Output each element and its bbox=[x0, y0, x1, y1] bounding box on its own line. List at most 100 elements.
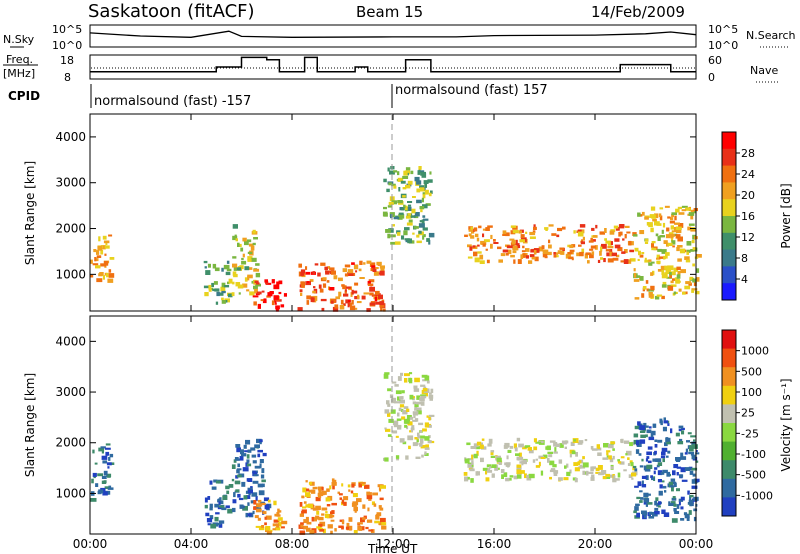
x-tick-label: 20:00 bbox=[578, 537, 613, 551]
power-heat-cell bbox=[411, 208, 416, 214]
power-heat-cell bbox=[609, 249, 613, 253]
vel-heat-cell bbox=[609, 458, 614, 463]
power-heat-cell bbox=[103, 261, 109, 266]
vel-heat-cell bbox=[424, 422, 429, 428]
power-heat-cell bbox=[422, 194, 426, 199]
vel-heat-cell bbox=[629, 442, 633, 447]
power-heat-cell bbox=[542, 249, 547, 252]
vel-heat-cell bbox=[476, 441, 482, 446]
colorbar-tick-label: 12 bbox=[741, 231, 755, 244]
power-heat-cell bbox=[620, 260, 625, 263]
vel-heat-cell bbox=[254, 506, 259, 510]
vel-heat-cell bbox=[261, 502, 266, 506]
power-heat-cell bbox=[343, 303, 346, 306]
power-heat-cell bbox=[477, 244, 480, 247]
vel-heat-cell bbox=[573, 439, 576, 442]
power-heat-cell bbox=[588, 240, 594, 243]
power-heat-cell bbox=[629, 258, 636, 262]
vel-heat-cell bbox=[261, 525, 264, 528]
power-heat-cell bbox=[567, 252, 573, 255]
power-heat-cell bbox=[95, 265, 101, 269]
power-heat-cell bbox=[227, 281, 230, 285]
power-heat-cell bbox=[668, 265, 674, 271]
vel-heat-cell bbox=[689, 470, 694, 475]
power-heat-cell bbox=[510, 254, 515, 258]
power-heat-cell bbox=[241, 257, 244, 261]
power-heat-cell bbox=[548, 244, 552, 249]
vel-heat-cell bbox=[475, 471, 478, 476]
vel-heat-cell bbox=[515, 453, 520, 456]
vel-heat-cell bbox=[654, 444, 658, 448]
power-heat-cell bbox=[251, 257, 257, 262]
vel-heat-cell bbox=[409, 416, 414, 420]
vel-heat-cell bbox=[463, 472, 468, 476]
power-heat-cell bbox=[642, 286, 647, 290]
vel-heat-cell bbox=[422, 428, 427, 432]
vel-heat-cell bbox=[332, 485, 335, 490]
vel-heat-cell bbox=[315, 515, 320, 520]
vel-heat-cell bbox=[303, 501, 307, 504]
power-heat-cell bbox=[674, 227, 677, 232]
x-tick-label: 00:00 bbox=[679, 537, 714, 551]
power-heat-cell bbox=[300, 269, 306, 274]
power-heat-cell bbox=[648, 259, 652, 262]
vel-heat-cell bbox=[602, 457, 609, 460]
vel-heat-cell bbox=[426, 415, 429, 418]
power-heat-cell bbox=[500, 253, 506, 257]
vel-heat-cell bbox=[482, 467, 488, 471]
vel-heat-cell bbox=[207, 496, 211, 500]
power-heat-cell bbox=[247, 267, 253, 270]
vel-heat-cell bbox=[299, 530, 306, 535]
vel-heat-cell bbox=[407, 421, 413, 426]
power-heat-cell bbox=[506, 245, 513, 249]
power-heat-cell bbox=[665, 234, 670, 239]
vel-heat-cell bbox=[526, 475, 530, 478]
vel-heat-cell bbox=[243, 495, 248, 500]
colorbar-segment bbox=[722, 148, 736, 167]
vel-heat-cell bbox=[652, 423, 657, 428]
vel-heat-cell bbox=[346, 525, 353, 531]
power-heat-cell bbox=[275, 306, 279, 312]
vel-heat-cell bbox=[316, 526, 320, 529]
power-heat-cell bbox=[109, 257, 115, 260]
power-heat-cell bbox=[100, 245, 106, 250]
power-heat-cell bbox=[542, 249, 549, 255]
vel-heat-cell bbox=[318, 523, 323, 527]
cpid-segment-2: normalsound (fast) 157 bbox=[395, 83, 548, 98]
vel-heat-cell bbox=[413, 388, 420, 392]
power-heat-cell bbox=[672, 245, 675, 248]
vel-heat-cell bbox=[633, 510, 637, 514]
power-heat-cell bbox=[639, 230, 645, 235]
vel-heat-cell bbox=[661, 451, 666, 456]
vel-heat-cell bbox=[365, 526, 369, 530]
power-heat-cell bbox=[529, 231, 536, 236]
vel-heat-cell bbox=[657, 479, 662, 483]
vel-heat-cell bbox=[383, 373, 389, 379]
power-heat-cell bbox=[234, 234, 237, 238]
power-heat-cell bbox=[661, 273, 668, 279]
colorbar-tick-label: -500 bbox=[741, 469, 766, 482]
colorbar-tick-label: 25 bbox=[741, 407, 755, 420]
vel-heat-cell bbox=[102, 491, 108, 496]
vel-heat-cell bbox=[578, 440, 584, 444]
power-heat-cell bbox=[359, 277, 365, 279]
vel-heat-cell bbox=[246, 454, 250, 459]
power-heat-cell bbox=[380, 268, 385, 272]
vel-heat-cell bbox=[486, 464, 491, 468]
power-heat-cell bbox=[232, 224, 238, 229]
power-heat-cell bbox=[600, 245, 606, 248]
vel-heat-cell bbox=[617, 472, 621, 478]
power-heat-cell bbox=[376, 261, 382, 266]
power-heat-cell bbox=[580, 253, 584, 257]
power-heat-cell bbox=[656, 260, 661, 264]
vel-heat-cell bbox=[500, 469, 505, 474]
nsky-tick-top-right: 10^5 bbox=[708, 23, 738, 36]
vel-heat-cell bbox=[250, 500, 254, 504]
power-heat-cell bbox=[252, 295, 259, 298]
power-heat-cell bbox=[297, 307, 303, 312]
vel-heat-cell bbox=[258, 526, 265, 531]
power-heat-cell bbox=[688, 212, 695, 216]
vel-heat-cell bbox=[637, 421, 641, 426]
power-heat-cell bbox=[665, 270, 671, 274]
vel-heat-cell bbox=[518, 452, 522, 458]
